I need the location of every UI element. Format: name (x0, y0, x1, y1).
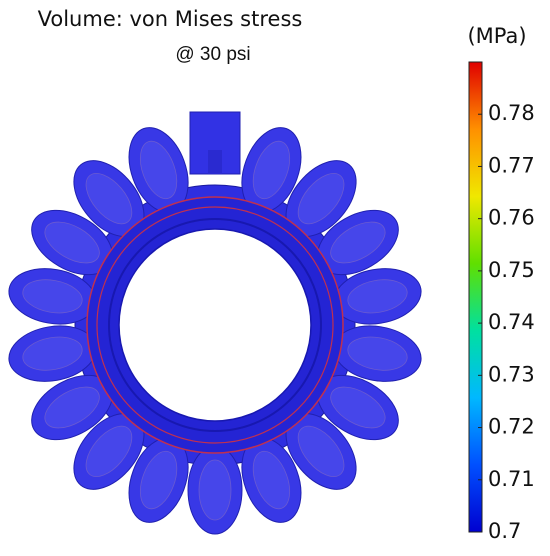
lobe-inner (252, 450, 291, 510)
colorbar-tick-label: 0.71 (488, 467, 535, 491)
gear-model (8, 111, 422, 535)
ring-line (96, 206, 334, 444)
colorbar-label: (MPa) (467, 24, 526, 48)
lobe-inner (330, 386, 386, 429)
chart-subtitle: @ 30 psi (175, 44, 250, 65)
lobe-inner (139, 140, 178, 200)
lobe-inner (85, 425, 133, 477)
colorbar-tick-label: 0.77 (488, 153, 535, 177)
colorbar (468, 61, 483, 533)
colorbar-tick-label: 0.7 (488, 519, 521, 543)
lobe-inner (297, 425, 345, 477)
lobe-inner (347, 279, 408, 314)
lobe-inner (22, 279, 83, 314)
colorbar-tick-label: 0.72 (488, 415, 535, 439)
lobe-inner (347, 336, 408, 371)
lobe-inner (139, 450, 178, 510)
lobe-inner (297, 173, 345, 225)
lobe-inner (330, 221, 386, 264)
chart-title: Volume: von Mises stress (38, 7, 303, 31)
colorbar-tick-label: 0.75 (488, 258, 535, 282)
top-slot (208, 150, 222, 174)
hole (118, 228, 312, 422)
colorbar-tick-label: 0.78 (488, 101, 535, 125)
colorbar-tick-label: 0.76 (488, 206, 535, 230)
lobe-inner (85, 173, 133, 225)
colorbar-tick-label: 0.73 (488, 362, 535, 386)
lobe-inner (44, 386, 100, 429)
lobe-inner (198, 459, 232, 521)
lobe-inner (44, 221, 100, 264)
lobe-inner (252, 140, 291, 200)
colorbar-tick-label: 0.74 (488, 310, 535, 334)
lobe-inner (22, 336, 83, 371)
ring-line (108, 218, 322, 432)
